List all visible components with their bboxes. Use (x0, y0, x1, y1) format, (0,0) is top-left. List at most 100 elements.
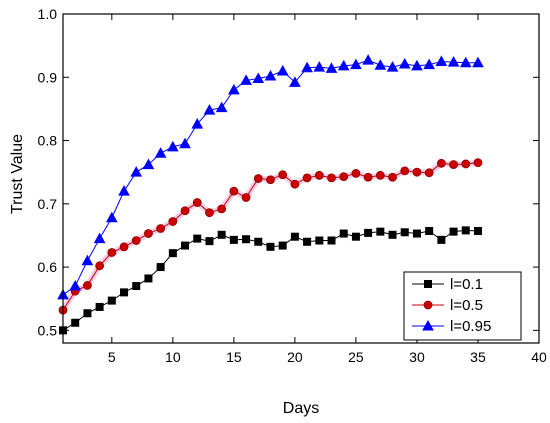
data-point (388, 230, 397, 239)
y-tick-label: 0.8 (38, 133, 58, 149)
series-3 (57, 54, 484, 300)
series-2 (58, 158, 483, 315)
y-tick-label: 0.9 (38, 69, 58, 85)
data-point (71, 318, 80, 327)
data-point (374, 59, 387, 70)
legend-label: l=0.1 (450, 276, 483, 293)
data-point (156, 224, 166, 233)
data-point (119, 242, 129, 252)
x-tick-label: 35 (470, 349, 486, 365)
data-point (180, 206, 190, 216)
plot-frame (62, 13, 540, 344)
x-tick-label: 5 (108, 349, 116, 365)
data-point (105, 211, 118, 223)
data-point (154, 147, 167, 158)
data-point (120, 288, 129, 297)
data-point (459, 56, 472, 68)
data-point (424, 168, 434, 178)
data-point (461, 159, 471, 169)
data-point (412, 229, 421, 238)
y-tick-label: 0.7 (38, 196, 58, 212)
data-point (205, 237, 214, 246)
x-tick-label: 25 (348, 349, 364, 365)
data-point (388, 172, 397, 182)
legend-label: l=0.5 (450, 297, 483, 314)
data-point (241, 193, 251, 202)
data-point (327, 236, 336, 245)
data-point (400, 228, 409, 237)
data-point (142, 158, 155, 170)
data-point (132, 282, 141, 291)
data-point (437, 235, 446, 244)
data-point (156, 263, 165, 272)
data-point (131, 236, 141, 245)
data-point (461, 226, 470, 235)
data-point (276, 64, 289, 76)
data-point (376, 227, 385, 236)
data-point (81, 254, 94, 266)
data-point (95, 261, 105, 271)
data-point (168, 249, 177, 258)
data-point (93, 232, 106, 244)
legend-label: l=0.95 (450, 318, 491, 335)
data-point (303, 237, 312, 246)
data-point (264, 69, 277, 81)
data-point (166, 140, 179, 152)
data-point (290, 179, 300, 189)
data-point (449, 227, 458, 236)
data-point (205, 208, 214, 218)
y-tick-label: 1.0 (38, 6, 58, 22)
data-point (203, 104, 216, 115)
data-point (191, 118, 204, 129)
data-point (168, 217, 178, 226)
data-point (472, 56, 484, 68)
data-point (411, 59, 423, 71)
x-tick-label: 20 (287, 349, 303, 365)
x-tick-label: 15 (226, 349, 242, 365)
legend-marker (422, 319, 434, 331)
data-point (301, 61, 313, 73)
data-point (398, 57, 411, 69)
data-point (375, 170, 385, 180)
data-point (254, 237, 263, 246)
data-point (192, 198, 202, 207)
data-point (107, 296, 116, 305)
y-tick-label: 0.5 (38, 322, 58, 338)
data-point (289, 76, 301, 87)
data-point (400, 166, 410, 176)
data-point (423, 58, 436, 70)
data-point (325, 62, 338, 73)
legend-marker (424, 280, 432, 288)
data-point (386, 61, 399, 72)
data-point (83, 281, 92, 290)
data-point (144, 274, 153, 283)
data-point (217, 204, 227, 214)
plot-area (57, 54, 484, 335)
data-point (228, 83, 240, 95)
data-point (266, 175, 275, 185)
legend-marker (423, 300, 433, 310)
data-point (435, 55, 448, 66)
data-point (252, 72, 265, 84)
data-point (313, 61, 326, 72)
y-tick-label: 0.6 (38, 259, 58, 275)
y-axis-title: Trust Value (9, 134, 26, 214)
data-point (447, 56, 460, 67)
data-point (229, 186, 239, 196)
data-point (215, 101, 228, 113)
data-point (193, 234, 202, 243)
data-point (290, 232, 299, 241)
data-point (315, 236, 324, 245)
data-point (351, 169, 361, 178)
x-tick-label: 10 (165, 349, 181, 365)
data-point (118, 185, 130, 196)
series-1 (59, 226, 482, 335)
data-point (449, 160, 458, 169)
data-point (242, 235, 251, 244)
data-point (350, 58, 362, 70)
data-point (314, 170, 324, 180)
data-point (144, 229, 153, 238)
data-point (179, 137, 191, 149)
data-point (240, 74, 252, 85)
